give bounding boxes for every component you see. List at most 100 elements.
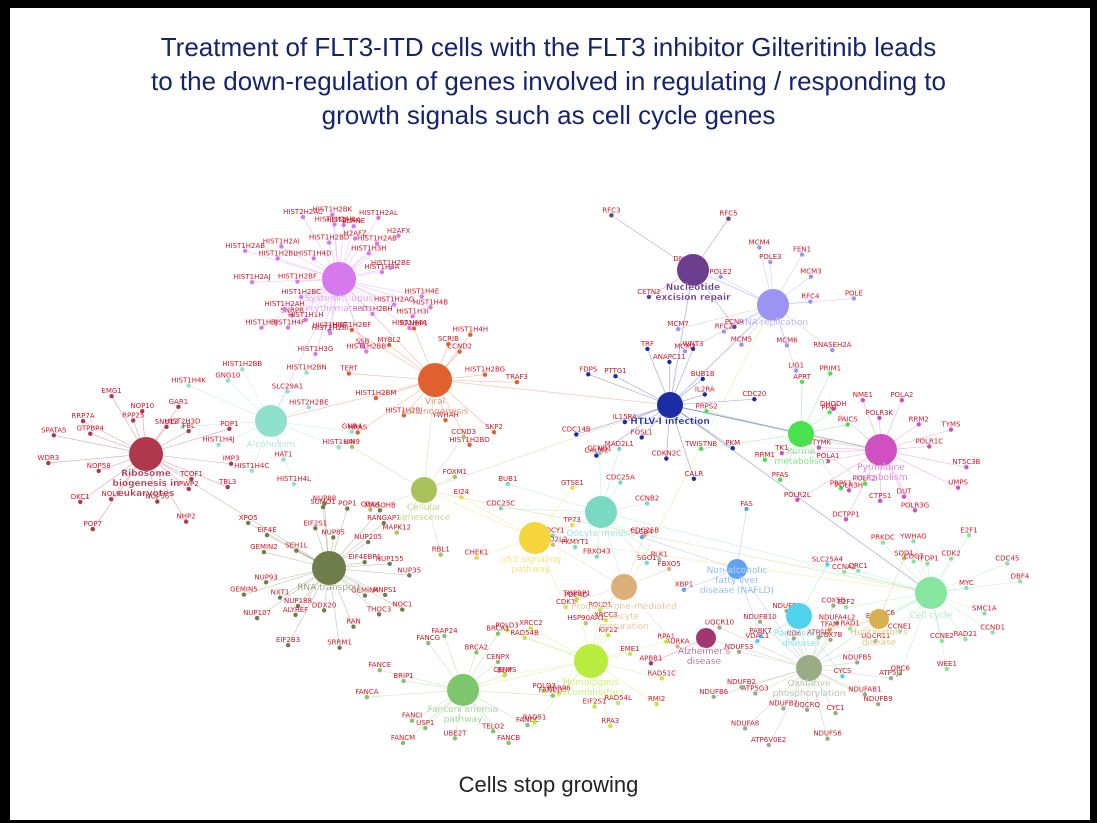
- gene-node: [341, 222, 346, 228]
- gene-label: HIST1H2AG: [374, 296, 414, 304]
- pathway-link-htlv-ner: [669, 269, 694, 406]
- gene-node: [664, 456, 669, 461]
- gene-node: [176, 404, 181, 410]
- gene-node: [295, 603, 301, 609]
- gene-node: [592, 704, 597, 709]
- gene-label: NDUFA4L2: [819, 614, 856, 622]
- pathway-label-nafld: fatty liver: [715, 576, 759, 586]
- title-line-3: growth signals such as cell cycle genes: [321, 100, 776, 130]
- gene-edge: [596, 404, 671, 456]
- gene-node: [328, 330, 333, 336]
- gene-node: [711, 694, 716, 700]
- gene-label: BLM: [497, 666, 512, 674]
- gene-label: HAT1: [274, 451, 292, 459]
- gene-label: MCM7: [667, 320, 688, 328]
- gene-label: POLA2: [890, 391, 913, 399]
- gene-node: [648, 661, 654, 666]
- gene-node: [654, 701, 659, 707]
- gene-label: NOP56: [145, 493, 169, 501]
- pathway-label-nafld: disease (NAFLD): [700, 586, 774, 596]
- gene-edge: [797, 449, 882, 501]
- gene-node: [875, 702, 881, 707]
- gene-label: PKMYT1: [561, 538, 589, 546]
- gene-label: FBXO43: [583, 548, 611, 556]
- gene-label: RAD51: [523, 713, 547, 721]
- gene-node: [808, 299, 813, 304]
- pathway-hub-htlv: [657, 392, 683, 418]
- gene-node: [293, 612, 298, 618]
- gene-node: [532, 720, 537, 725]
- pathway-hub-pyr: [865, 434, 897, 466]
- pathway-label-purine: Purine: [787, 447, 816, 457]
- pathway-link-htlv-dna: [669, 304, 774, 406]
- gene-node: [313, 526, 318, 531]
- gene-node: [843, 517, 849, 522]
- gene-label: CYCS: [833, 667, 852, 675]
- gene-label: DKC1: [71, 493, 90, 501]
- gene-label: UQCR10: [705, 619, 734, 627]
- gene-node: [155, 499, 160, 504]
- gene-node: [186, 383, 191, 388]
- gene-node: [370, 311, 375, 317]
- gene-node: [426, 640, 431, 646]
- gene-node: [901, 556, 907, 561]
- pathway-link-viral-htlv: [434, 379, 671, 406]
- gene-label: RBBP8: [547, 685, 570, 693]
- gene-label: PABK7: [749, 627, 771, 635]
- gene-label: XRCC3: [594, 611, 618, 619]
- gene-node: [291, 481, 297, 487]
- gene-node: [337, 645, 342, 650]
- pathway-link-sen-cc: [423, 489, 932, 594]
- gene-node: [808, 274, 814, 279]
- gene-label: H2AFZ: [344, 229, 368, 237]
- gene-node: [862, 481, 868, 486]
- gene-node: [373, 395, 379, 401]
- gene-edge: [552, 544, 625, 588]
- gene-node: [572, 544, 578, 550]
- gene-label: BRIP1: [393, 672, 413, 680]
- gene-node: [675, 326, 681, 332]
- gene-node: [739, 342, 744, 347]
- gene-label: HIST1H4B: [413, 298, 448, 306]
- pathway-label-purine: metabolism: [774, 457, 827, 467]
- gene-node: [386, 342, 392, 348]
- gene-label: TP73: [562, 516, 580, 524]
- gene-node: [366, 251, 372, 256]
- gene-node: [365, 539, 371, 545]
- gene-label: POLR3K: [866, 409, 894, 417]
- gene-label: PRIM1: [819, 364, 841, 372]
- gene-label: POLD3: [495, 621, 518, 629]
- gene-label: COX7B: [818, 631, 842, 639]
- gene-node: [303, 317, 308, 323]
- gene-node: [944, 666, 950, 671]
- gene-label: HIST1H4J: [202, 436, 234, 444]
- gene-node: [502, 673, 507, 678]
- gene-label: HIST1H2AK: [315, 215, 355, 223]
- gene-label: HIST1H2BH: [352, 305, 392, 313]
- gene-node: [285, 325, 291, 330]
- gene-label: HSP90AA1: [567, 614, 604, 622]
- gene-node: [346, 371, 352, 376]
- pathway-label-sle: erythematosus: [305, 304, 373, 314]
- pathway-label-prog: maturation: [599, 622, 649, 632]
- gene-label: RPP25: [122, 411, 144, 419]
- pathway-link-sen-htlv: [423, 404, 671, 491]
- gene-label: HIST2H2AC: [283, 208, 323, 216]
- gene-node: [388, 265, 393, 271]
- gene-label: SPATA5: [41, 426, 66, 434]
- gene-label: CCNE2: [930, 632, 954, 640]
- gene-node: [586, 372, 591, 377]
- gene-label: POLA1: [816, 452, 839, 460]
- gene-label: XBP1: [675, 581, 693, 589]
- gene-label: PRPS1: [830, 479, 852, 487]
- gene-label: PRPS2: [695, 402, 717, 410]
- gene-node: [490, 729, 496, 734]
- gene-node: [925, 561, 930, 566]
- gene-node: [345, 506, 350, 511]
- gene-node: [216, 442, 221, 447]
- gene-node: [407, 325, 412, 331]
- gene-node: [897, 629, 902, 634]
- gene-label: COX5B: [821, 597, 845, 605]
- pathway-hub-purine: [788, 421, 814, 447]
- pathway-link-oxp-alz: [705, 637, 810, 669]
